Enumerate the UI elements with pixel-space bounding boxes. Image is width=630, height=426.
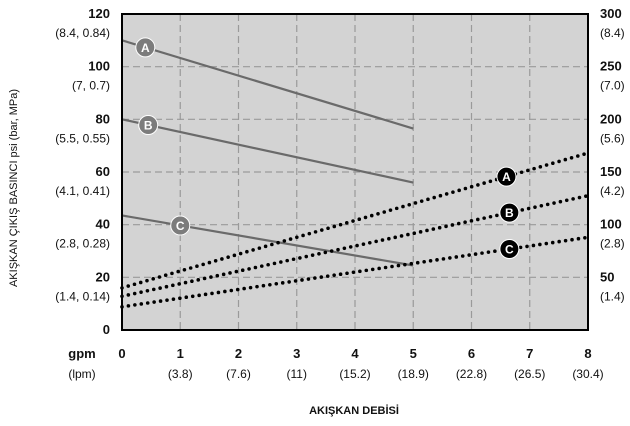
x-tick-label: 6 [468, 346, 475, 361]
series-a-left-marker-label: A [141, 41, 150, 55]
y-left-tick-label: 100 [88, 59, 110, 74]
y-right-tick-sublabel: (2.8) [600, 237, 625, 251]
series-a-right-marker [496, 166, 517, 187]
y-right-tick-label: 250 [600, 59, 622, 74]
x-tick-label: 3 [293, 346, 300, 361]
y-axis-right-ticks: 50 (1.4) 100 (2.8) 150 (4.2) 200 (5.6) 250 (7.0) 3… [600, 6, 625, 303]
x-tick-label: 2 [235, 346, 242, 361]
y-right-tick-label: 100 [600, 217, 622, 232]
y-left-tick-sublabel: (4.1, 0.41) [55, 184, 110, 198]
y-right-tick-label: 150 [600, 164, 622, 179]
y-left-tick-label: 0 [103, 322, 110, 337]
y-left-tick-sublabel: (7, 0.7) [72, 79, 110, 93]
series-b-left-marker-label: B [144, 119, 153, 133]
series-a-right-marker-label: A [502, 170, 511, 184]
x-tick-sublabel: (18.9) [398, 367, 429, 381]
y-right-tick-sublabel: (7.0) [600, 79, 625, 93]
y-right-tick-label: 300 [600, 6, 622, 21]
y-left-tick-sublabel: (8.4, 0.84) [55, 26, 110, 40]
y-left-tick-label: 60 [96, 164, 110, 179]
y-left-tick-sublabel: (1.4, 0.14) [55, 289, 110, 303]
y-left-tick-label: 40 [96, 217, 110, 232]
x-tick-sublabel: (30.4) [572, 367, 603, 381]
series-a-left-marker [135, 37, 156, 58]
x-tick-label: 4 [351, 346, 359, 361]
x-tick-sublabel: (22.8) [456, 367, 487, 381]
y-right-tick-sublabel: (1.4) [600, 289, 625, 303]
y-axis-label: AKIŞKAN ÇIKIŞ BASINCI psi (bar, MPa) [8, 89, 20, 287]
x-axis-ticks: 0 1 (3.8) 2 (7.6) 3 (11) 4 (15.2) 5 (18.9) 6 (22.8) 7… [118, 346, 603, 381]
y-left-tick-sublabel: (2.8, 0.28) [55, 237, 110, 251]
series-b-right-marker [499, 202, 520, 223]
series-b-left-line [121, 118, 414, 184]
x-tick-sublabel: (7.6) [226, 367, 251, 381]
x-unit-label: gpm [68, 346, 95, 361]
y-right-tick-sublabel: (8.4) [600, 26, 625, 40]
y-right-tick-label: 50 [600, 269, 614, 284]
series-c-left-marker [170, 215, 191, 236]
y-left-tick-sublabel: (5.5, 0.55) [55, 131, 110, 145]
series-b-left-marker [138, 115, 159, 136]
series-c-right-marker [499, 239, 520, 260]
grid-lines [122, 14, 588, 330]
x-tick-sublabel: (11) [287, 367, 307, 381]
series-c-right-line [120, 235, 590, 309]
x-tick-sublabel: (15.2) [339, 367, 370, 381]
y-right-tick-label: 200 [600, 111, 622, 126]
y-right-tick-sublabel: (4.2) [600, 184, 625, 198]
y-axis-left-ticks: 0 20 (1.4, 0.14) 40 (2.8, 0.28) 60 (4.1, 0.41)… [55, 6, 110, 337]
x-tick-label: 0 [118, 346, 125, 361]
y-right-tick-sublabel: (5.6) [600, 131, 625, 145]
series-b-right-marker-label: B [505, 206, 514, 220]
x-tick-sublabel: (26.5) [514, 367, 545, 381]
x-tick-label: 5 [410, 346, 417, 361]
y-left-tick-label: 120 [88, 6, 110, 21]
plot-frame [121, 13, 589, 331]
x-axis-label: AKIŞKAN DEBİSİ [309, 404, 399, 417]
series-c-right-marker-label: C [505, 243, 514, 257]
x-tick-label: 8 [584, 346, 591, 361]
x-unit-sub-label: (lpm) [68, 367, 95, 381]
x-tick-label: 1 [177, 346, 184, 361]
series-a-left-line [121, 39, 414, 130]
x-tick-sublabel: (3.8) [168, 367, 193, 381]
x-tick-label: 7 [526, 346, 533, 361]
series-markers: A B C A B C [135, 37, 520, 260]
y-left-tick-label: 80 [96, 111, 110, 126]
series-c-left-marker-label: C [176, 219, 185, 233]
y-left-tick-label: 20 [96, 269, 110, 284]
